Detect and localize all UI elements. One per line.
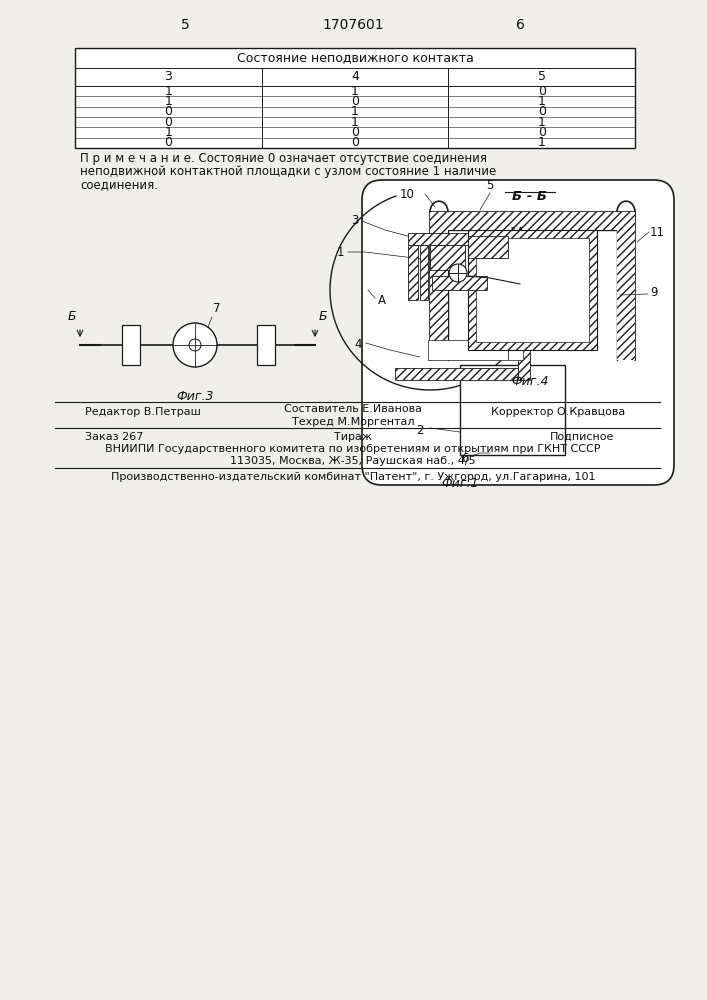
- Text: Подписное: Подписное: [550, 432, 614, 442]
- Text: 1707601: 1707601: [322, 18, 384, 32]
- Circle shape: [173, 323, 217, 367]
- Text: Тираж: Тираж: [334, 432, 372, 442]
- FancyBboxPatch shape: [362, 180, 674, 485]
- Text: 0: 0: [537, 126, 546, 139]
- Bar: [468, 230, 597, 350]
- Text: 0: 0: [351, 95, 359, 108]
- Text: 1: 1: [351, 85, 359, 98]
- Text: 113035, Москва, Ж-35, Раушская наб., 4/5: 113035, Москва, Ж-35, Раушская наб., 4/5: [230, 456, 476, 466]
- Circle shape: [189, 339, 201, 351]
- Text: 0: 0: [537, 105, 546, 118]
- Text: Корректор О.Кравцова: Корректор О.Кравцова: [491, 407, 625, 417]
- Text: 7: 7: [213, 302, 221, 315]
- Text: 0: 0: [164, 105, 173, 118]
- Text: Фиг.3: Фиг.3: [176, 390, 214, 403]
- Text: Редактор В.Петраш: Редактор В.Петраш: [85, 407, 201, 417]
- Bar: [508, 245, 523, 360]
- Bar: [395, 368, 518, 380]
- Text: Б: Б: [319, 310, 327, 323]
- Bar: [75, 48, 635, 148]
- Text: 0: 0: [537, 85, 546, 98]
- Bar: [122, 325, 140, 365]
- Bar: [430, 212, 448, 360]
- Text: 3: 3: [351, 214, 358, 227]
- Text: 3: 3: [165, 70, 173, 84]
- Text: Составитель Е.Иванова: Составитель Е.Иванова: [284, 404, 422, 414]
- Text: 1А: 1А: [510, 226, 525, 238]
- Text: 2: 2: [416, 424, 423, 436]
- Text: 1: 1: [337, 245, 344, 258]
- Text: 1: 1: [538, 95, 546, 108]
- Text: Фиг.1: Фиг.1: [441, 477, 479, 490]
- Text: Б - Б: Б - Б: [513, 190, 547, 203]
- Circle shape: [449, 264, 467, 282]
- Text: Производственно-издательский комбинат "Патент", г. Ужгород, ул.Гагарина, 101: Производственно-издательский комбинат "П…: [111, 472, 595, 482]
- Bar: [420, 245, 428, 300]
- Text: П р и м е ч а н и е. Состояние 0 означает отсутствие соединения: П р и м е ч а н и е. Состояние 0 означае…: [80, 152, 487, 165]
- Text: 4: 4: [351, 70, 359, 84]
- Bar: [257, 325, 275, 365]
- Text: 1: 1: [165, 126, 173, 139]
- Text: 0: 0: [164, 136, 173, 149]
- Text: 11: 11: [650, 226, 665, 238]
- Text: 0: 0: [351, 126, 359, 139]
- Text: Заказ 267: Заказ 267: [85, 432, 144, 442]
- Bar: [408, 245, 418, 300]
- Bar: [428, 340, 508, 360]
- Text: А: А: [378, 294, 386, 306]
- Bar: [408, 233, 528, 245]
- Text: 1: 1: [351, 105, 359, 118]
- Text: соединения.: соединения.: [80, 178, 158, 191]
- Bar: [432, 276, 487, 290]
- Text: 1: 1: [165, 85, 173, 98]
- Text: 4: 4: [354, 338, 362, 352]
- Text: 1: 1: [351, 116, 359, 129]
- Text: 0: 0: [351, 136, 359, 149]
- Bar: [430, 245, 465, 270]
- Text: 6: 6: [461, 452, 469, 464]
- Bar: [460, 365, 565, 455]
- Text: ВНИИПИ Государственного комитета по изобретениям и открытиям при ГКНТ СССР: ВНИИПИ Государственного комитета по изоб…: [105, 444, 601, 454]
- Text: Техред М.Моргентал: Техред М.Моргентал: [292, 417, 414, 427]
- Text: 5: 5: [180, 18, 189, 32]
- Bar: [468, 236, 508, 258]
- Text: 1: 1: [538, 116, 546, 129]
- Bar: [448, 212, 617, 230]
- Text: Б: Б: [68, 310, 76, 323]
- Text: Состояние неподвижного контакта: Состояние неподвижного контакта: [237, 51, 474, 64]
- Text: 6: 6: [515, 18, 525, 32]
- Bar: [617, 212, 635, 360]
- Bar: [476, 238, 589, 342]
- Text: 9: 9: [650, 286, 658, 298]
- Text: Фиг.4: Фиг.4: [511, 375, 549, 388]
- Text: 1: 1: [538, 136, 546, 149]
- Text: неподвижной контактной площадки с узлом состояние 1 наличие: неподвижной контактной площадки с узлом …: [80, 165, 496, 178]
- Text: 5: 5: [486, 179, 493, 192]
- Text: 0: 0: [164, 116, 173, 129]
- Text: 1: 1: [165, 95, 173, 108]
- Text: 5: 5: [537, 70, 546, 84]
- Text: 10: 10: [400, 188, 415, 200]
- Bar: [518, 233, 530, 380]
